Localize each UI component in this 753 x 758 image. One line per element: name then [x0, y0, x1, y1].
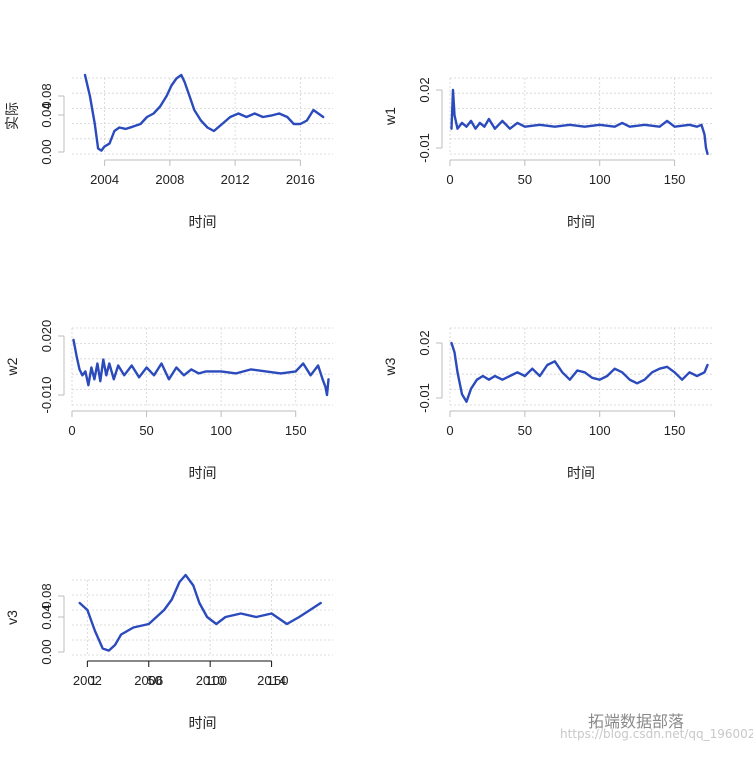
y-tick-label: 0.02 — [417, 77, 432, 102]
y-tick-label: 0.04 — [39, 604, 54, 629]
x-tick-label-overlay: 150 — [267, 673, 289, 688]
x-tick-label: 150 — [285, 423, 307, 438]
x-tick-label-overlay: 1 — [90, 673, 97, 688]
x-tick-label: 150 — [664, 423, 686, 438]
x-tick-label: 0 — [446, 423, 453, 438]
y-tick-label: 0.02 — [417, 330, 432, 355]
x-tick-label: 2008 — [155, 172, 184, 187]
y-axis-title: w3 — [382, 357, 398, 376]
series-line — [83, 73, 325, 152]
series-line — [72, 338, 330, 397]
x-tick-label: 100 — [210, 423, 232, 438]
x-tick-label-overlay: 50 — [148, 673, 162, 688]
series-line — [450, 88, 709, 155]
x-tick-label: 0 — [446, 172, 453, 187]
x-tick-label: 2016 — [286, 172, 315, 187]
y-tick-label: 0.00 — [39, 139, 54, 164]
chart-panel-2: -0.01 0.02 0 50 100 150 时间 w1 — [382, 77, 712, 230]
x-axis-title: 时间 — [189, 715, 217, 731]
y-tick-label: 0.08 — [39, 583, 54, 608]
x-tick-label: 2004 — [90, 172, 119, 187]
y-tick-label: 0.020 — [39, 320, 54, 353]
chart-panel-4: -0.01 0.02 0 50 100 150 时间 w3 — [382, 327, 712, 481]
y-tick-label: -0.01 — [417, 383, 432, 413]
x-tick-label: 50 — [518, 172, 532, 187]
series-line — [450, 341, 709, 403]
y-axis-title: v3 — [4, 610, 20, 625]
chart-panel-3: -0.010 0.020 0 50 100 150 时间 w2 — [4, 320, 333, 481]
y-axis-title: w2 — [4, 357, 20, 376]
x-tick-label: 2012 — [221, 172, 250, 187]
watermark-main: 拓端数据部落 — [588, 712, 685, 731]
x-tick-label: 50 — [518, 423, 532, 438]
x-tick-label: 2006 — [134, 673, 163, 688]
y-tick-label: 0.04 — [39, 102, 54, 127]
y-axis-title: 实际 — [4, 102, 20, 130]
x-tick-label: 50 — [139, 423, 153, 438]
x-tick-label-overlay: 100 — [205, 673, 227, 688]
x-tick-label: 150 — [664, 172, 686, 187]
x-tick-label: 100 — [589, 172, 611, 187]
y-tick-label: 0.00 — [39, 639, 54, 664]
x-axis-title: 时间 — [567, 465, 595, 481]
series-line — [78, 573, 322, 652]
y-tick-label: 0.08 — [39, 83, 54, 108]
x-tick-label: 2014 — [257, 673, 286, 688]
y-tick-label: -0.01 — [417, 133, 432, 163]
x-axis-title: 时间 — [567, 214, 595, 230]
x-tick-label: 0 — [68, 423, 75, 438]
x-tick-label: 2010 — [196, 673, 225, 688]
x-tick-label: 100 — [589, 423, 611, 438]
x-axis-title: 时间 — [189, 465, 217, 481]
watermark-url: https://blog.csdn.net/qq_19600291 — [560, 727, 753, 741]
y-tick-label: -0.010 — [39, 377, 54, 414]
y-axis-title: w1 — [382, 107, 398, 126]
x-tick-label: 2002 — [73, 673, 102, 688]
x-axis-title: 时间 — [189, 214, 217, 230]
chart-panel-1: 0.00 0.040.08 2004 2008 2012 2016 时间 实际 — [4, 73, 333, 230]
